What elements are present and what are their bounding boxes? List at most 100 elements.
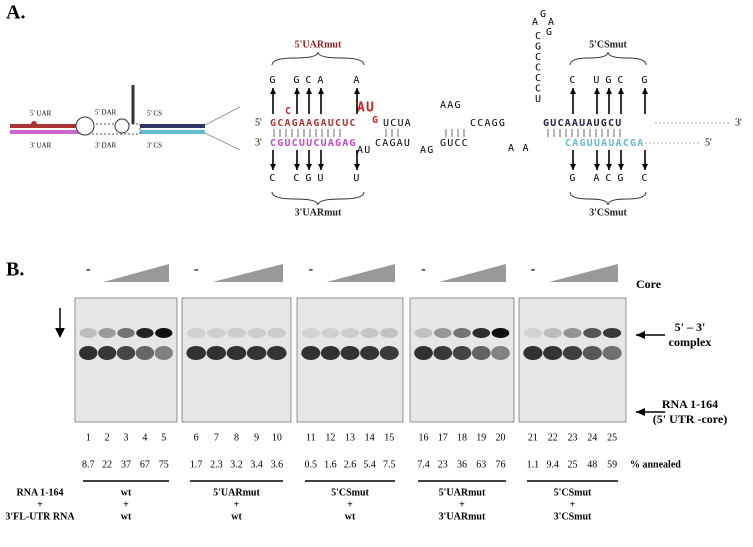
arrow-head — [270, 88, 276, 94]
annealed-value: 63 — [476, 459, 486, 470]
band-upper — [523, 328, 543, 338]
arrow-head — [318, 164, 324, 170]
band-upper — [472, 328, 491, 338]
arrow-head — [606, 164, 612, 170]
group-label: wt — [231, 511, 242, 522]
sequence: GUCAAUAUGCU — [543, 118, 622, 129]
hairpin-base: C — [535, 52, 542, 63]
band-lower — [206, 346, 227, 360]
band-lower — [116, 346, 136, 360]
minus: - — [421, 262, 426, 277]
mutant-base: C — [305, 75, 312, 86]
brace — [271, 191, 365, 206]
band-lower — [452, 346, 472, 360]
sequence: A A — [508, 143, 530, 154]
band-upper — [414, 328, 433, 338]
arrow-head — [618, 88, 624, 94]
lane-number: 17 — [438, 432, 448, 443]
annealed-value: 8.7 — [82, 459, 95, 470]
band-lower — [471, 346, 491, 360]
mutant-base: A — [353, 75, 360, 86]
lane-number: 2 — [105, 432, 110, 443]
band-upper — [79, 328, 97, 338]
mutant-base: U — [317, 173, 324, 184]
sequence: AU — [357, 101, 375, 116]
arrow-head — [642, 164, 648, 170]
wedge — [439, 264, 506, 282]
annealed-value: 37 — [121, 459, 131, 470]
group-label: wt — [345, 511, 356, 522]
arrow-head — [270, 164, 276, 170]
brace — [569, 191, 647, 206]
sequence: AU — [357, 145, 371, 156]
annealed-value: 0.5 — [305, 459, 318, 470]
annealed-value: 3.6 — [271, 459, 284, 470]
annealed-value: 7.4 — [417, 459, 430, 470]
group-label: wt — [121, 487, 132, 498]
sequence: AG — [420, 145, 434, 156]
arrow-head — [354, 88, 360, 94]
arrow-head — [306, 88, 312, 94]
band-upper — [491, 328, 510, 338]
band-upper — [583, 328, 602, 338]
annealed-value: 25 — [568, 459, 578, 470]
region-label: 3' DAR — [95, 142, 117, 150]
group-label: + — [570, 499, 576, 510]
band-lower — [582, 346, 602, 360]
band-label: complex — [669, 335, 712, 349]
band-lower — [360, 346, 380, 360]
mutant-label: 5'CSmut — [589, 39, 627, 50]
lane-number: 15 — [384, 432, 394, 443]
lane-number: 10 — [272, 432, 282, 443]
region-label: 3' CS — [147, 142, 162, 150]
band-lower — [340, 346, 360, 360]
wedge — [548, 264, 618, 282]
mutant-base: C — [569, 75, 576, 86]
hairpin-base: C — [535, 84, 542, 95]
lane-number: 11 — [306, 432, 316, 443]
band-upper — [186, 328, 206, 338]
lane-number: 12 — [325, 432, 335, 443]
arrow-head — [606, 88, 612, 94]
lane-number: 21 — [528, 432, 538, 443]
band-lower — [491, 346, 510, 360]
arrow-head — [294, 164, 300, 170]
band-upper — [563, 328, 582, 338]
annealed-label: % annealed — [630, 459, 681, 470]
mutant-base: A — [593, 173, 600, 184]
strand-end: 3' — [735, 117, 742, 128]
group-label: 5'UARmut — [439, 487, 486, 498]
mutant-base: G — [617, 173, 624, 184]
mutant-label: 5'UARmut — [295, 39, 342, 50]
mutant-label: 3'UARmut — [295, 207, 342, 218]
sequence: CAGUUAUACGA — [565, 138, 644, 149]
sequence: GCAGAAGAUCUC — [270, 118, 357, 129]
mutant-base: C — [641, 173, 648, 184]
hairpin-base: A — [532, 17, 539, 28]
band-label: RNA 1-164 — [662, 397, 718, 411]
annealed-value: 67 — [140, 459, 150, 470]
band-upper — [136, 328, 154, 338]
arrow-head — [594, 88, 600, 94]
band-label: 5' – 3' — [675, 320, 706, 334]
lane-number: 3 — [124, 432, 129, 443]
annealed-value: 59 — [607, 459, 617, 470]
group-label: wt — [121, 511, 132, 522]
group-label: 3'UARmut — [439, 511, 486, 522]
minus: - — [194, 262, 199, 277]
mutant-label: 3'CSmut — [589, 207, 627, 218]
mutant-base: G — [293, 75, 300, 86]
band-lower — [301, 346, 321, 360]
mutant-base: G — [569, 173, 576, 184]
mutant-base: G — [641, 75, 648, 86]
group-label: + — [347, 499, 353, 510]
hairpin-base: G — [535, 42, 542, 53]
band-upper — [453, 328, 471, 338]
brace — [271, 51, 365, 66]
band-lower — [246, 346, 267, 360]
arrow-head — [642, 88, 648, 94]
band-lower — [154, 346, 173, 360]
band-lower — [543, 346, 563, 360]
annealed-value: 23 — [438, 459, 448, 470]
